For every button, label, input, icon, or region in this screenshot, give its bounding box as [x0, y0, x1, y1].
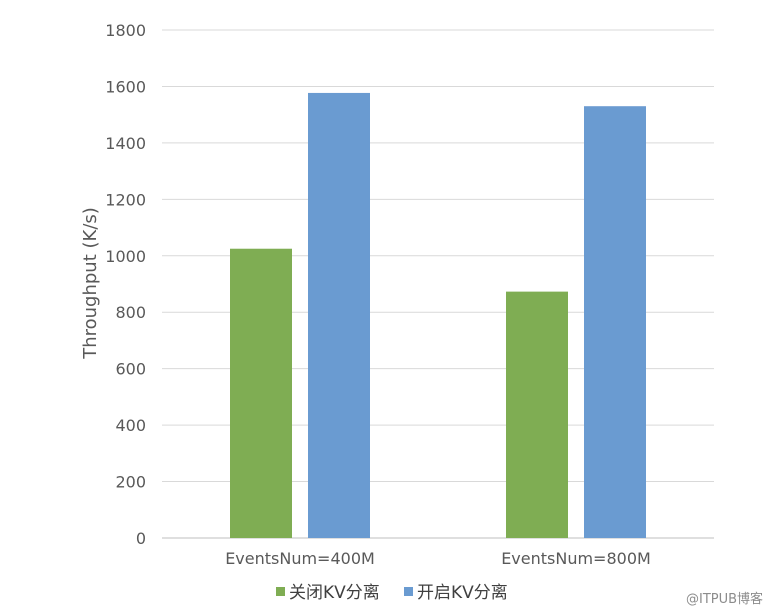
y-tick-label: 600	[115, 360, 146, 379]
y-tick-label: 0	[136, 529, 146, 548]
watermark: @ITPUB博客	[686, 591, 763, 607]
bar	[506, 291, 568, 538]
y-tick-label: 1200	[105, 190, 146, 209]
y-axis-title: Throughput (K/s)	[80, 207, 101, 360]
y-tick-label: 1600	[105, 77, 146, 96]
x-category-labels: EventsNum=400M EventsNum=800M	[225, 549, 651, 568]
y-tick-label: 400	[115, 416, 146, 435]
y-tick-label: 1800	[105, 21, 146, 40]
y-tick-label: 1000	[105, 247, 146, 266]
y-tick-labels: 0 200 400 600 800 1000 1200 1400 1600 1800	[105, 21, 146, 548]
legend-label: 开启KV分离	[417, 583, 508, 603]
y-tick-label: 800	[115, 303, 146, 322]
y-tick-label: 1400	[105, 134, 146, 153]
x-category-label: EventsNum=800M	[501, 549, 651, 568]
x-category-label: EventsNum=400M	[225, 549, 375, 568]
bar	[584, 106, 646, 538]
legend-swatch	[404, 587, 413, 596]
bar	[308, 92, 370, 539]
bar	[230, 248, 292, 538]
legend-swatch	[276, 587, 285, 596]
legend-label: 关闭KV分离	[289, 583, 380, 603]
bars	[230, 92, 646, 539]
legend: 关闭KV分离 开启KV分离	[276, 583, 508, 603]
y-tick-label: 200	[115, 473, 146, 492]
